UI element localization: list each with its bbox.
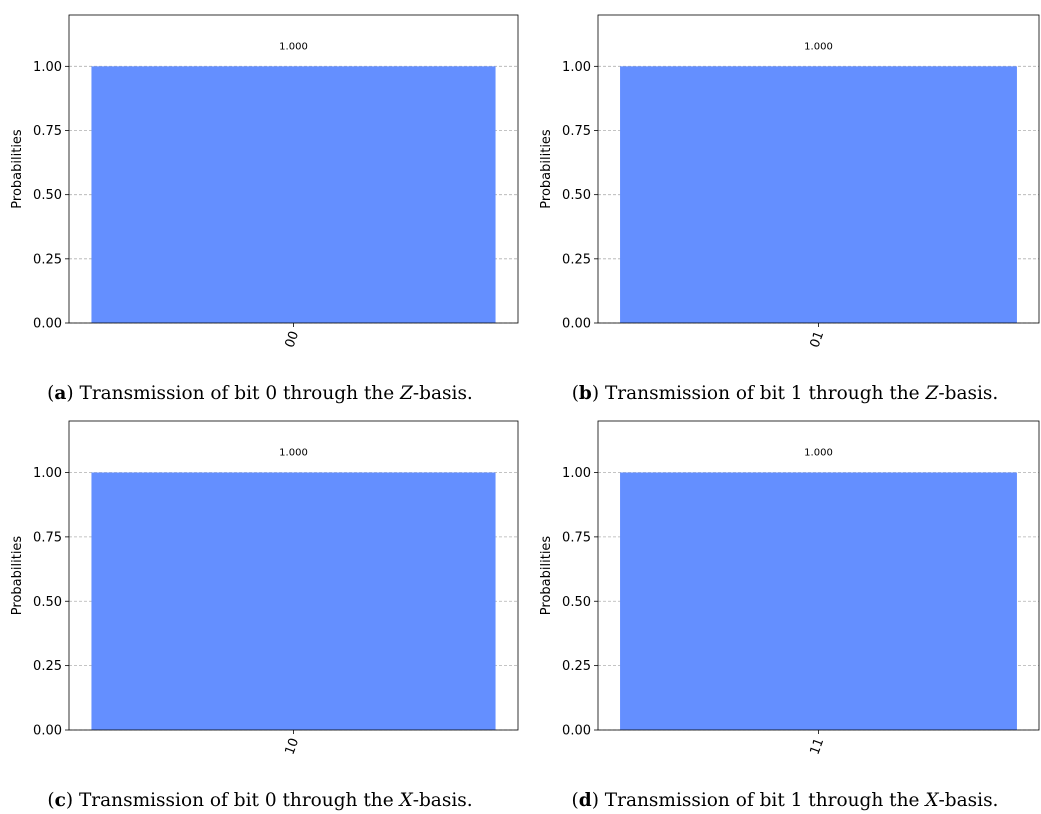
y-tick-label: 0.25 <box>33 252 62 267</box>
x-tick-label: 10 <box>283 736 303 757</box>
y-tick-label: 0.75 <box>562 124 591 139</box>
y-tick-label: 0.50 <box>33 188 62 203</box>
caption-a: (a) Transmission of bit 0 through the Z-… <box>47 383 473 404</box>
bar-value-label: 1.000 <box>279 448 308 459</box>
caption-text-after: -basis. <box>938 790 999 811</box>
y-tick-label: 0.00 <box>562 724 591 739</box>
caption-text-before: Transmission of bit 1 through the <box>598 790 926 811</box>
y-tick-label: 1.00 <box>562 60 591 75</box>
caption-basis: Z <box>400 383 413 404</box>
chart-panel-d: 1.000 11 0.00 0.25 0.50 0.75 1.00 Probabilities… <box>529 407 1041 814</box>
y-axis-label: Probabilities <box>10 536 25 616</box>
caption-text-before: Transmission of bit 1 through the <box>599 383 926 404</box>
caption-text-before: Transmission of bit 0 through the <box>73 383 401 404</box>
bar-value-label: 1.000 <box>804 448 833 459</box>
y-tick-label: 1.00 <box>33 466 62 481</box>
y-tick-label: 0.25 <box>562 659 591 674</box>
caption-basis: Z <box>925 383 939 404</box>
x-tick-label: 00 <box>283 329 303 350</box>
bar-11 <box>620 472 1017 730</box>
y-axis-label: Probabilities <box>539 536 554 616</box>
caption-text-after: -basis. <box>412 790 473 811</box>
bar-01 <box>620 66 1017 323</box>
x-tick-label: 11 <box>808 736 828 757</box>
y-tick-label: 0.25 <box>562 252 591 267</box>
plot-frame <box>68 14 519 324</box>
chart-d: 1.000 11 0.00 0.25 0.50 0.75 1.00 Probabilities <box>539 420 1040 757</box>
y-axis-label: Probabilities <box>10 129 25 209</box>
caption-b: (b) Transmission of bit 1 through the Z-… <box>571 383 999 404</box>
y-tick-label: 0.00 <box>33 317 62 332</box>
y-tick-label: 0.50 <box>33 595 62 610</box>
y-tick-label: 0.25 <box>33 659 62 674</box>
y-tick-label: 0.75 <box>33 530 62 545</box>
caption-tag: b <box>578 383 592 404</box>
caption-tag: d <box>578 790 592 811</box>
chart-panel-b: 1.000 01 0.00 0.25 0.50 0.75 1.00 Probabilities… <box>529 0 1041 407</box>
x-tick-label: 01 <box>808 329 828 350</box>
chart-c: 1.000 10 0.00 0.25 0.50 0.75 1.00 Probabilities <box>10 420 519 757</box>
plot-frame <box>597 14 1040 324</box>
y-tick-label: 0.50 <box>562 595 591 610</box>
plot-frame <box>68 420 519 731</box>
chart-b: 1.000 01 0.00 0.25 0.50 0.75 1.00 Probabilities <box>539 14 1040 350</box>
caption-c: (c) Transmission of bit 0 through the X-… <box>47 790 473 811</box>
y-axis-label: Probabilities <box>539 129 554 209</box>
bar-00 <box>91 66 496 323</box>
bar-value-label: 1.000 <box>804 41 833 52</box>
chart-a: 1.000 00 0.00 0.25 0.50 0.75 1.00 Probabilities <box>10 14 519 350</box>
y-tick-label: 0.50 <box>562 188 591 203</box>
caption-basis: X <box>925 790 939 811</box>
caption-text-after: -basis. <box>938 383 999 404</box>
caption-text-before: Transmission of bit 0 through the <box>73 790 400 811</box>
caption-basis: X <box>399 790 413 811</box>
chart-panel-c: 1.000 10 0.00 0.25 0.50 0.75 1.00 Probabilities… <box>0 407 520 814</box>
chart-panel-a: 1.000 00 0.00 0.25 0.50 0.75 1.00 Probabilities… <box>0 0 520 407</box>
y-tick-label: 0.00 <box>33 724 62 739</box>
caption-tag: c <box>54 790 66 811</box>
bar-value-label: 1.000 <box>279 41 308 52</box>
caption-text-after: -basis. <box>412 383 473 404</box>
y-tick-label: 1.00 <box>33 60 62 75</box>
y-tick-label: 1.00 <box>562 466 591 481</box>
y-tick-label: 0.75 <box>33 124 62 139</box>
plot-frame <box>597 420 1040 731</box>
y-tick-label: 0.00 <box>562 317 591 332</box>
bar-10 <box>91 472 496 730</box>
caption-d: (d) Transmission of bit 1 through the X-… <box>571 790 999 811</box>
y-tick-label: 0.75 <box>562 530 591 545</box>
caption-tag: a <box>54 383 67 404</box>
